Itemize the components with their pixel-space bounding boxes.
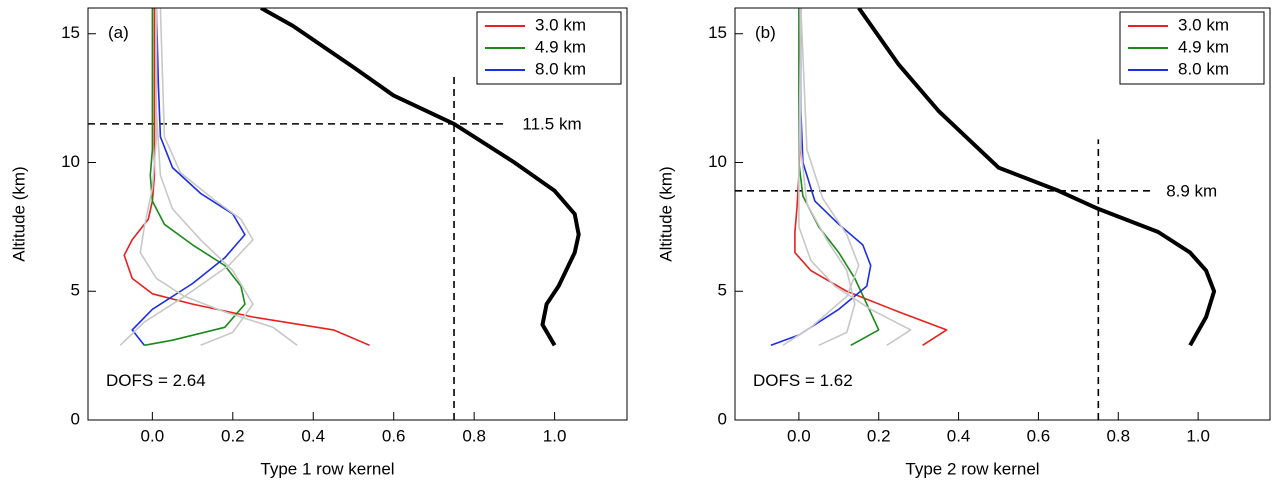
series-line bbox=[123, 8, 370, 347]
plot bbox=[88, 8, 581, 420]
y-axis-title: Altitude (km) bbox=[9, 166, 28, 261]
series-line bbox=[131, 8, 246, 346]
plot-frame bbox=[734, 7, 1271, 421]
x-tick-label: 0.6 bbox=[1027, 426, 1051, 445]
y-tick-label: 0 bbox=[71, 409, 80, 428]
x-tick-label: 0.2 bbox=[867, 426, 891, 445]
x-tick-label: 0.0 bbox=[787, 426, 811, 445]
series-line bbox=[144, 8, 246, 347]
profile-line bbox=[260, 8, 581, 347]
x-tick-label: 0.2 bbox=[221, 426, 245, 445]
profile-line bbox=[857, 8, 1217, 347]
y-tick-label: 10 bbox=[708, 152, 727, 171]
x-tick-label: 0.6 bbox=[382, 426, 406, 445]
legend-label: 3.0 km bbox=[1178, 15, 1229, 34]
x-tick-label: 0.0 bbox=[141, 426, 165, 445]
x-tick-label: 0.8 bbox=[462, 426, 486, 445]
y-tick-label: 0 bbox=[718, 409, 727, 428]
profile-line bbox=[139, 8, 298, 346]
profile-line bbox=[155, 8, 254, 347]
legend-label: 8.0 km bbox=[535, 59, 586, 78]
panel: 0 5 10 15 0.0 0.2 0.4 0.6 0.8 1.0 Type 2 row kerne… bbox=[656, 7, 1271, 478]
plot-frame bbox=[87, 7, 628, 421]
panel: 0 5 10 15 0.0 0.2 0.4 0.6 0.8 1.0 Type 1 row kerne… bbox=[9, 7, 628, 478]
y-tick-label: 15 bbox=[708, 23, 727, 42]
legend-label: 3.0 km bbox=[535, 15, 586, 34]
series-line bbox=[798, 8, 880, 347]
annotation: 11.5 km bbox=[522, 114, 581, 133]
profile-line bbox=[119, 8, 254, 346]
x-tick-label: 0.4 bbox=[301, 426, 325, 445]
x-axis-title: Type 2 row kernel bbox=[905, 459, 1039, 478]
profile-line bbox=[782, 8, 860, 346]
plot bbox=[735, 8, 1217, 420]
x-tick-label: 1.0 bbox=[1186, 426, 1210, 445]
series-line bbox=[794, 8, 948, 346]
y-tick-label: 5 bbox=[71, 281, 80, 300]
y-axis-title: Altitude (km) bbox=[656, 166, 675, 261]
legend-label: 4.9 km bbox=[535, 37, 586, 56]
x-tick-label: 0.8 bbox=[1106, 426, 1130, 445]
series-line bbox=[770, 8, 872, 347]
x-axis-title: Type 1 row kernel bbox=[260, 459, 394, 478]
profile-line bbox=[798, 8, 912, 346]
panel-label: (b) bbox=[755, 23, 776, 42]
panel-label: (a) bbox=[108, 23, 129, 42]
legend-label: 4.9 km bbox=[1178, 37, 1229, 56]
profile-line bbox=[799, 8, 856, 347]
dofs-label: DOFS = 2.64 bbox=[106, 371, 206, 390]
legend-label: 8.0 km bbox=[1178, 59, 1229, 78]
dofs-label: DOFS = 1.62 bbox=[753, 371, 853, 390]
y-tick-label: 10 bbox=[61, 152, 80, 171]
y-tick-label: 5 bbox=[718, 281, 727, 300]
x-tick-label: 0.4 bbox=[947, 426, 971, 445]
annotation: 8.9 km bbox=[1166, 181, 1217, 200]
x-tick-label: 1.0 bbox=[543, 426, 567, 445]
y-tick-label: 15 bbox=[61, 23, 80, 42]
